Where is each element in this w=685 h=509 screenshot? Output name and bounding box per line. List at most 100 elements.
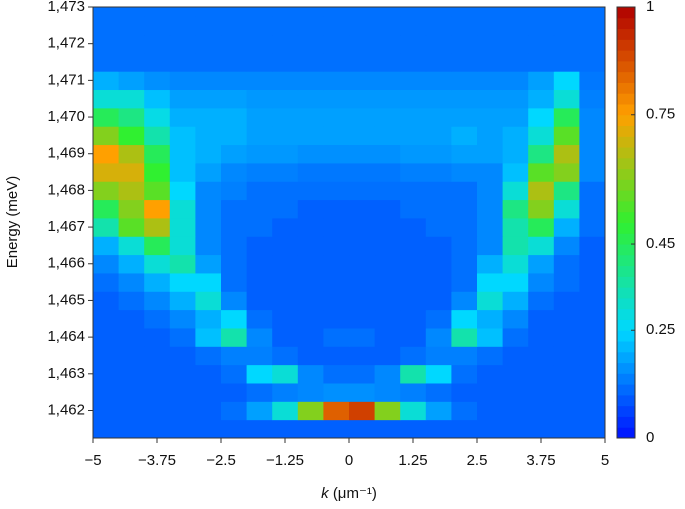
heatmap-cell	[579, 364, 606, 384]
heatmap-cell	[246, 382, 273, 402]
heatmap-cell	[144, 126, 171, 146]
heatmap-cell	[477, 199, 504, 219]
heatmap-cell	[118, 419, 145, 439]
heatmap-cell	[553, 7, 580, 17]
heatmap-cell	[246, 309, 273, 329]
heatmap-cell	[425, 107, 452, 127]
heatmap-cell	[118, 272, 145, 292]
heatmap-cell	[195, 419, 222, 439]
heatmap-cell	[502, 382, 529, 402]
heatmap-cell	[297, 144, 324, 164]
heatmap-cell	[477, 254, 504, 274]
heatmap-cell	[502, 126, 529, 146]
heatmap-cell	[349, 401, 376, 421]
heatmap-cell	[425, 236, 452, 256]
heatmap-cell	[553, 162, 580, 182]
heatmap-cell	[349, 254, 376, 274]
heatmap-cell	[553, 126, 580, 146]
heatmap-cell	[400, 346, 427, 366]
heatmap-cell	[323, 71, 350, 91]
heatmap-cell	[425, 71, 452, 91]
colorbar-step	[617, 125, 635, 137]
heatmap-cell	[221, 89, 248, 109]
heatmap-cell	[553, 364, 580, 384]
heatmap-cell	[502, 254, 529, 274]
heatmap-cell	[579, 236, 606, 256]
heatmap-cell	[451, 364, 478, 384]
heatmap-cell	[400, 52, 427, 72]
heatmap-cell	[93, 254, 120, 274]
colorbar-tick-label: 0.25	[646, 321, 675, 338]
heatmap-cell	[528, 52, 555, 72]
heatmap-cell	[118, 7, 145, 17]
heatmap-cell	[118, 181, 145, 201]
heatmap-cell	[297, 181, 324, 201]
colorbar-tick-label: 0.75	[646, 106, 675, 123]
heatmap-cell	[195, 162, 222, 182]
heatmap-cell	[425, 199, 452, 219]
heatmap-cell	[400, 199, 427, 219]
heatmap-cell	[272, 327, 299, 347]
heatmap-cell	[451, 291, 478, 311]
colorbar-step	[617, 373, 635, 385]
heatmap-cell	[425, 382, 452, 402]
heatmap-cell	[579, 144, 606, 164]
heatmap-cell	[169, 107, 196, 127]
colorbar-step	[617, 17, 635, 30]
heatmap-cell	[144, 52, 171, 72]
heatmap-cell	[502, 107, 529, 127]
heatmap-cell	[553, 236, 580, 256]
heatmap-cell	[400, 7, 427, 17]
heatmap-cell	[272, 144, 299, 164]
colorbar-step	[617, 168, 635, 180]
heatmap-cell	[272, 34, 299, 54]
heatmap-cell	[528, 217, 555, 237]
heatmap-cell	[502, 89, 529, 109]
heatmap-cell	[93, 401, 120, 421]
heatmap-cell	[374, 346, 401, 366]
x-label-unit: (μm⁻¹)	[333, 485, 377, 502]
heatmap-cell	[195, 327, 222, 347]
heatmap-cell	[579, 162, 606, 182]
heatmap-cell	[451, 217, 478, 237]
heatmap-cell	[502, 71, 529, 91]
heatmap-cell	[579, 346, 606, 366]
heatmap-cell	[169, 272, 196, 292]
colorbar-step	[617, 147, 635, 159]
heatmap-cell	[297, 272, 324, 292]
heatmap-cell	[528, 71, 555, 91]
heatmap-cell	[246, 199, 273, 219]
heatmap-cell	[272, 7, 299, 17]
colorbar-step	[617, 308, 635, 320]
heatmap-cell	[221, 16, 248, 36]
heatmap-cell	[297, 291, 324, 311]
heatmap-cell	[118, 126, 145, 146]
heatmap-cell	[553, 419, 580, 439]
heatmap-cell	[451, 89, 478, 109]
heatmap-cell	[502, 52, 529, 72]
heatmap-cell	[297, 7, 324, 17]
heatmap-cell	[195, 181, 222, 201]
heatmap-cell	[477, 364, 504, 384]
heatmap-cell	[246, 401, 273, 421]
heatmap-cell	[272, 291, 299, 311]
heatmap-cell	[195, 16, 222, 36]
colorbar-step	[617, 222, 635, 234]
heatmap-cell	[374, 364, 401, 384]
heatmap-cell	[297, 346, 324, 366]
heatmap-cell	[221, 217, 248, 237]
heatmap-cell	[93, 217, 120, 237]
heatmap-cell	[477, 419, 504, 439]
heatmap-cell	[400, 71, 427, 91]
heatmap-cell	[349, 144, 376, 164]
heatmap-cell	[400, 126, 427, 146]
heatmap-cell	[553, 52, 580, 72]
heatmap-cell	[272, 419, 299, 439]
heatmap-cell	[579, 71, 606, 91]
heatmap-cell	[297, 382, 324, 402]
heatmap-cell	[477, 236, 504, 256]
heatmap-cell	[323, 272, 350, 292]
colorbar-step	[617, 265, 635, 277]
colorbar-step	[617, 179, 635, 191]
heatmap-cell	[144, 217, 171, 237]
